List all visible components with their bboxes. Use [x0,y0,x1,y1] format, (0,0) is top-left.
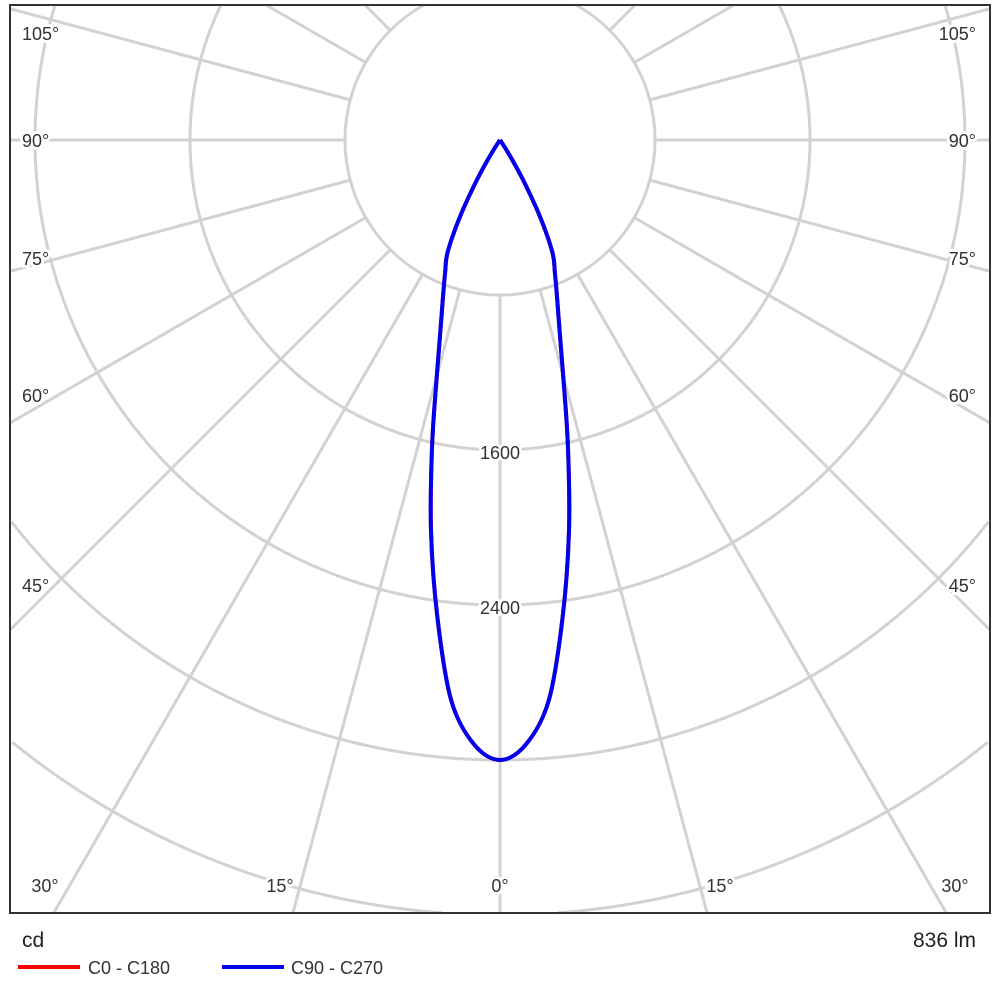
grid-radial-line [576,273,948,914]
angle-label: 60° [949,386,976,406]
grid-radial-line [608,3,637,32]
unit-label: cd [22,929,44,952]
angle-label: 105° [22,24,59,44]
grid-circle [11,741,989,915]
curve-c90-c270 [428,138,572,762]
grid-radial-line [363,3,392,32]
radial-tick-label: 1600 [480,443,520,463]
angle-label: 15° [706,876,733,896]
grid-radial-line [9,7,351,102]
grid-radial-line [8,248,392,632]
legend: C0 - C180 C90 - C270 [18,958,383,978]
grid-radial-line [9,178,351,273]
legend-label: C90 - C270 [291,958,383,978]
grid-radial-line [9,216,367,425]
angle-label: 90° [949,131,976,151]
grid-radial-line [633,216,991,425]
angle-label: 15° [266,876,293,896]
angle-label: 30° [941,876,968,896]
chart-frame [9,4,991,914]
angle-label: 45° [949,576,976,596]
angle-label: 30° [31,876,58,896]
angle-label: 105° [939,24,976,44]
angle-labels-left: 105° 90° 75° 60° 45° [19,21,62,599]
grid-radial-line [52,273,424,914]
angle-label: 60° [22,386,49,406]
grid-radial-line [265,3,367,64]
grid-radial-line [649,7,991,102]
polar-grid [8,3,992,915]
angle-label: 90° [22,131,49,151]
radial-tick-label: 2400 [480,598,520,618]
flux-label: 836 lm [913,929,976,952]
angle-label: 75° [949,249,976,269]
angle-labels-bottom: 30° 15° 0° 15° 30° [28,873,971,899]
curves [428,138,572,762]
grid-radial-line [291,289,462,914]
angle-label: 45° [22,576,49,596]
grid-circle [33,5,967,607]
legend-label: C0 - C180 [88,958,170,978]
grid-circle [343,3,657,297]
grid-radial-line [608,248,992,632]
grid-radial-line [649,178,991,273]
angle-label: 0° [491,876,508,896]
grid-radial-line [633,3,735,64]
angle-labels-right: 105° 90° 75° 60° 45° [936,21,979,599]
grid-radial-line [538,289,709,914]
angle-label: 75° [22,249,49,269]
